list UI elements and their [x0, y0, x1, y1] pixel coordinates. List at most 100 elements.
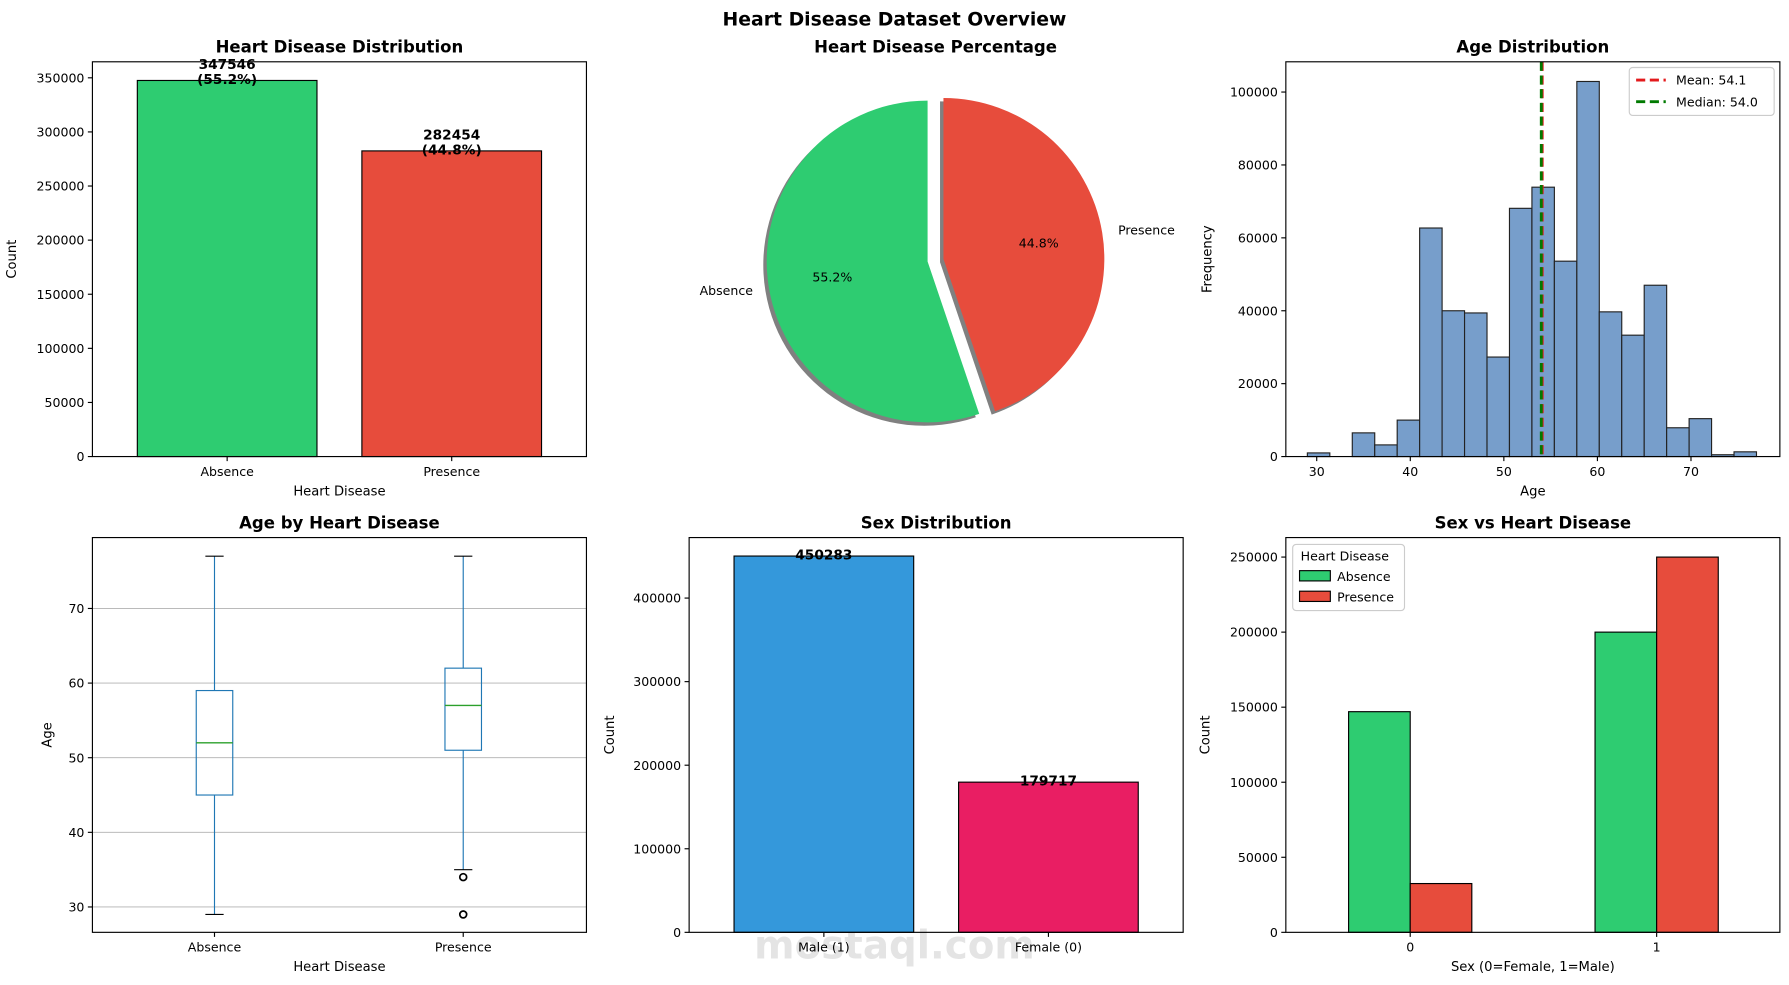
chart-title: Sex vs Heart Disease — [1435, 513, 1632, 532]
legend-entry: Median: 54.0 — [1676, 94, 1758, 109]
chart-title: Age by Heart Disease — [239, 513, 440, 532]
y-tick-label: 0 — [1270, 449, 1278, 464]
y-tick-label: 100000 — [1230, 85, 1278, 100]
legend-entry: Absence — [1337, 569, 1391, 584]
y-tick-label: 100000 — [1230, 775, 1278, 790]
y-axis-label: Frequency — [1201, 225, 1216, 293]
y-tick-label: 0 — [673, 925, 681, 940]
y-axis-label: Count — [1198, 715, 1213, 754]
bar-female-0- — [958, 781, 1139, 933]
hist-bar — [1486, 356, 1511, 458]
y-tick-label: 100000 — [37, 341, 85, 356]
y-tick-label: 200000 — [37, 233, 85, 248]
data-label: (55.2%) — [197, 72, 257, 88]
x-tick-label: Presence — [423, 464, 480, 479]
x-tick-label: Absence — [188, 940, 242, 955]
y-tick-label: 40000 — [1238, 303, 1278, 318]
chart-title: Heart Disease Distribution — [216, 38, 464, 57]
y-tick-label: 250000 — [37, 179, 85, 194]
chart-title: Age Distribution — [1456, 38, 1609, 57]
axes-frame — [91, 536, 588, 933]
y-tick-label: 50 — [68, 750, 84, 765]
y-tick-label: 60 — [68, 676, 84, 691]
y-tick-label: 300000 — [37, 124, 85, 139]
y-tick-label: 70 — [68, 601, 84, 616]
data-label: 450283 — [795, 547, 852, 563]
hist-bar — [1463, 312, 1488, 458]
y-tick-label: 50000 — [1238, 850, 1278, 865]
bar-absence-sex-1 — [1594, 631, 1658, 933]
hist-bar — [1374, 444, 1398, 458]
legend — [1292, 543, 1406, 612]
x-axis-label: Heart Disease — [293, 484, 385, 499]
y-tick-label: 350000 — [37, 70, 85, 85]
y-tick-label: 80000 — [1238, 158, 1278, 173]
x-tick-label: Presence — [435, 940, 492, 955]
x-tick-label: 30 — [1309, 464, 1325, 479]
axes-frame — [1285, 61, 1781, 458]
y-tick-label: 100000 — [633, 841, 681, 856]
y-tick-label: 0 — [76, 449, 84, 464]
pie-pct-label: 55.2% — [812, 270, 852, 285]
chart-title: Sex Distribution — [861, 513, 1012, 532]
x-tick-label: 70 — [1683, 464, 1699, 479]
x-tick-label: Female (0) — [1015, 940, 1082, 955]
x-tick-label: 50 — [1496, 464, 1512, 479]
y-tick-label: 250000 — [1230, 550, 1278, 565]
y-tick-label: 0 — [1270, 925, 1278, 940]
x-tick-label: 60 — [1589, 464, 1605, 479]
x-tick-label: 0 — [1406, 940, 1414, 955]
y-tick-label: 30 — [68, 900, 84, 915]
bar-absence — [136, 79, 318, 458]
y-tick-label: 300000 — [633, 674, 681, 689]
legend — [1628, 66, 1775, 116]
hist-bar — [1351, 432, 1376, 458]
data-label: 179717 — [1020, 774, 1077, 790]
pie-slice-absence — [766, 100, 980, 423]
pie-label: Absence — [700, 283, 754, 298]
bar-presence — [361, 150, 543, 458]
x-tick-label: 1 — [1653, 940, 1661, 955]
legend-swatch — [1298, 590, 1331, 603]
y-tick-label: 400000 — [633, 591, 681, 606]
y-tick-label: 150000 — [37, 287, 85, 302]
hist-bar — [1419, 227, 1443, 458]
figure-title: Heart Disease Dataset Overview — [723, 9, 1067, 30]
x-tick-label: Male (1) — [798, 940, 849, 955]
x-tick-label: 40 — [1402, 464, 1418, 479]
legend-title: Heart Disease — [1301, 548, 1390, 563]
bar-presence-sex-1 — [1656, 556, 1719, 933]
y-axis-label: Count — [5, 240, 20, 279]
y-axis-label: Count — [603, 715, 618, 754]
hist-bar — [1733, 451, 1758, 458]
y-tick-label: 200000 — [1230, 625, 1278, 640]
y-tick-label: 20000 — [1238, 376, 1278, 391]
y-tick-label: 40 — [68, 825, 84, 840]
pie-label: Presence — [1118, 223, 1175, 238]
hist-bar — [1621, 334, 1645, 458]
bar-presence-sex-0 — [1409, 882, 1473, 933]
legend-entry: Mean: 54.1 — [1676, 73, 1746, 88]
data-label: (44.8%) — [422, 142, 482, 158]
data-label: 282454 — [423, 127, 480, 143]
x-axis-label: Age — [1520, 484, 1545, 499]
bar-male-1- — [733, 555, 915, 933]
box-presence — [444, 667, 483, 751]
pie-slice-presence — [943, 97, 1105, 412]
x-tick-label: Absence — [200, 464, 254, 479]
y-tick-label: 150000 — [1230, 700, 1278, 715]
outlier-point — [458, 910, 468, 919]
hist-bar — [1598, 311, 1623, 458]
outlier-point — [458, 872, 468, 882]
y-tick-label: 200000 — [633, 758, 681, 773]
hist-bar — [1396, 419, 1421, 458]
axes-frame — [1285, 536, 1781, 933]
axes-frame — [91, 61, 588, 458]
x-axis-label: Sex (0=Female, 1=Male) — [1451, 960, 1615, 975]
legend-swatch — [1298, 570, 1331, 582]
hist-bar — [1441, 310, 1466, 458]
pie-pct-label: 44.8% — [1019, 236, 1059, 251]
bar-absence-sex-0 — [1348, 711, 1411, 933]
data-label: 347546 — [199, 57, 256, 73]
y-tick-label: 50000 — [45, 395, 85, 410]
